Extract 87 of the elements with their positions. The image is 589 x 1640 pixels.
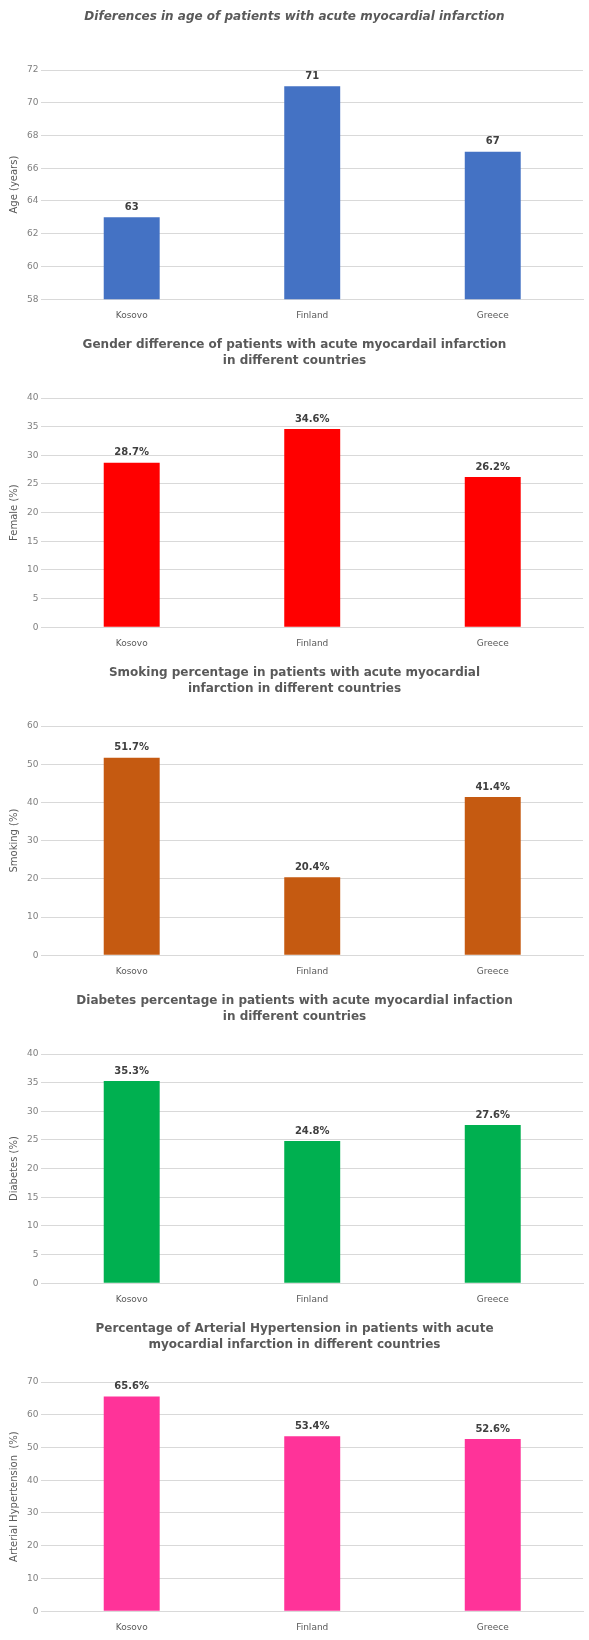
data-label: 28.7% xyxy=(114,446,150,458)
y-tick-label: 15 xyxy=(27,535,39,546)
data-label: 53.4% xyxy=(294,1419,330,1431)
y-tick-label: 30 xyxy=(27,834,39,845)
y-tick-label: 35 xyxy=(27,420,39,431)
chart-title: Gender difference of patients with acute myocardail infarction in different countries xyxy=(81,336,508,369)
y-tick-label: 66 xyxy=(27,162,39,173)
x-tick-label: Kosovo xyxy=(115,1293,149,1304)
y-tick-label: 20 xyxy=(27,1162,39,1173)
y-tick-label: 60 xyxy=(27,260,39,271)
data-label: 41.4% xyxy=(475,780,511,792)
bar xyxy=(284,877,341,955)
x-tick-label: Kosovo xyxy=(115,1621,149,1632)
y-tick-label: 20 xyxy=(27,873,39,884)
x-tick-label: Kosovo xyxy=(115,309,149,320)
y-tick-label: 5 xyxy=(32,1248,39,1259)
data-label: 27.6% xyxy=(475,1108,511,1120)
y-tick-label: 25 xyxy=(27,1134,39,1145)
bar xyxy=(464,797,521,955)
y-tick-label: 60 xyxy=(27,1409,39,1420)
x-tick-label: Kosovo xyxy=(115,637,149,648)
x-tick-label: Greece xyxy=(476,637,510,648)
y-tick-label: 10 xyxy=(27,1572,39,1583)
x-tick-label: Greece xyxy=(476,1293,510,1304)
data-label: 26.2% xyxy=(475,460,511,472)
x-tick-label: Greece xyxy=(476,1621,510,1632)
y-tick-label: 50 xyxy=(27,1441,39,1452)
y-tick-label: 70 xyxy=(27,1376,39,1387)
y-tick-label: 10 xyxy=(27,911,39,922)
y-tick-label: 15 xyxy=(27,1191,39,1202)
y-tick-label: 60 xyxy=(27,720,39,731)
y-tick-label: 20 xyxy=(27,1540,39,1551)
y-tick-label: 64 xyxy=(27,195,39,206)
y-tick-label: 0 xyxy=(32,621,39,632)
x-tick-label: Finland xyxy=(296,1621,329,1632)
data-label: 71 xyxy=(305,69,320,81)
y-tick-label: 30 xyxy=(27,1507,39,1518)
x-tick-label: Kosovo xyxy=(115,965,149,976)
y-tick-label: 5 xyxy=(32,592,39,603)
y-tick-label: 0 xyxy=(32,1605,39,1616)
y-tick-label: 0 xyxy=(32,1277,39,1288)
y-tick-label: 10 xyxy=(27,564,39,575)
y-tick-label: 50 xyxy=(27,758,39,769)
chart-title: Percentage of Arterial Hypertension in patients with acute myocardial infarction in different countries xyxy=(94,1320,495,1353)
y-tick-label: 70 xyxy=(27,97,39,108)
bar xyxy=(103,1396,160,1611)
data-label: 20.4% xyxy=(294,860,330,872)
y-tick-label: 62 xyxy=(27,228,39,239)
bar xyxy=(464,1438,521,1611)
data-label: 34.6% xyxy=(294,412,330,424)
y-axis-title: Diabetes (%) xyxy=(7,1136,19,1202)
y-axis-title: Arterial Hypertension (%) xyxy=(7,1431,19,1562)
y-tick-label: 10 xyxy=(27,1220,39,1231)
y-tick-label: 40 xyxy=(27,796,39,807)
data-label: 52.6% xyxy=(475,1422,511,1434)
y-tick-label: 35 xyxy=(27,1076,39,1087)
y-tick-label: 40 xyxy=(27,392,39,403)
y-tick-label: 58 xyxy=(27,293,39,304)
x-tick-label: Greece xyxy=(476,965,510,976)
y-axis-title: Age (years) xyxy=(7,155,19,214)
y-tick-label: 0 xyxy=(32,949,39,960)
chart-title: Diferences in age of patients with acute myocardial infarction xyxy=(83,8,506,25)
y-tick-label: 40 xyxy=(27,1048,39,1059)
y-tick-label: 20 xyxy=(27,506,39,517)
y-tick-label: 30 xyxy=(27,449,39,460)
x-tick-label: Finland xyxy=(296,965,329,976)
y-tick-label: 25 xyxy=(27,478,39,489)
y-tick-label: 40 xyxy=(27,1474,39,1485)
chart-title: Diabetes percentage in patients with acute myocardial infaction in different countries xyxy=(75,992,514,1025)
y-tick-label: 72 xyxy=(27,64,39,75)
chart-title: Smoking percentage in patients with acute myocardial infarction in different countries xyxy=(107,664,482,697)
y-axis-title: Female (%) xyxy=(7,484,19,541)
y-axis-title: Smoking (%) xyxy=(7,808,19,873)
data-label: 35.3% xyxy=(114,1064,150,1076)
y-tick-label: 68 xyxy=(27,129,39,140)
data-label: 67 xyxy=(485,135,500,147)
bar xyxy=(284,1436,341,1611)
x-tick-label: Greece xyxy=(476,309,510,320)
x-tick-label: Finland xyxy=(296,637,329,648)
data-label: 63 xyxy=(124,200,139,212)
data-label: 24.8% xyxy=(294,1124,330,1136)
bar xyxy=(103,757,160,955)
x-tick-label: Finland xyxy=(296,309,329,320)
data-label: 65.6% xyxy=(114,1380,150,1391)
x-tick-label: Finland xyxy=(296,1293,329,1304)
data-label: 51.7% xyxy=(114,741,150,753)
y-tick-label: 30 xyxy=(27,1105,39,1116)
